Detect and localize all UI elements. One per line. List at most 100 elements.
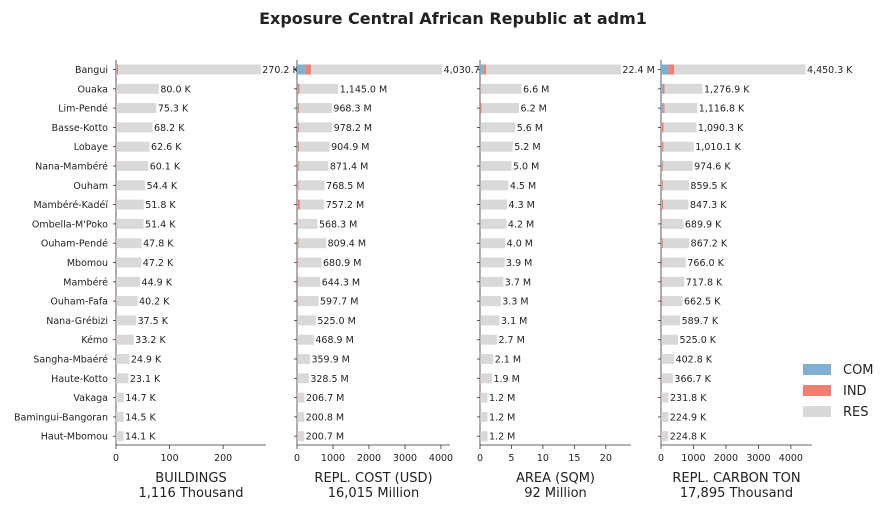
bar-res (480, 276, 504, 287)
x-tick-label: 3000 (393, 453, 417, 464)
category-label: Ouaka (78, 84, 108, 95)
value-label: 5.2 M (514, 142, 540, 153)
bar-res (664, 103, 698, 114)
x-tick-label: 2000 (714, 453, 738, 464)
category-label: Nana-Grébizi (46, 316, 108, 327)
value-label: 231.8 K (670, 393, 707, 404)
bar-res (481, 83, 522, 94)
bar-ind (661, 238, 663, 249)
bar-com (661, 122, 662, 133)
value-label: 47.2 K (143, 258, 174, 269)
value-label: 68.2 K (154, 123, 185, 134)
value-label: 525.0 K (680, 335, 717, 346)
legend-label-ind: IND (843, 384, 867, 399)
bar-ind (297, 103, 299, 114)
value-label: 847.3 K (690, 200, 727, 211)
bar-ind (297, 141, 299, 152)
category-label: Mambéré (63, 277, 108, 288)
bar-ind (297, 296, 299, 307)
bar-res (480, 199, 508, 210)
bar-res (116, 83, 159, 94)
category-label: Mambéré-Kadéï (33, 200, 108, 211)
value-label: 525.0 M (317, 316, 355, 327)
bar-res (661, 334, 679, 345)
x-axis-label: REPL. CARBON TON (672, 471, 800, 486)
category-label: Mbomou (67, 258, 108, 269)
value-label: 978.2 M (334, 123, 372, 134)
x-tick-label: 0 (658, 453, 664, 464)
bar-com (297, 122, 298, 133)
bar-com (297, 83, 299, 94)
x-tick-label: 0 (294, 453, 300, 464)
value-label: 37.5 K (138, 316, 169, 327)
value-label: 3.7 M (505, 277, 531, 288)
bar-res (116, 103, 157, 114)
bar-com (661, 103, 664, 114)
bar-res (480, 257, 505, 268)
value-label: 6.2 M (521, 104, 547, 115)
bar-com (480, 64, 484, 75)
bar-res (116, 141, 150, 152)
bar-com (661, 161, 662, 171)
bar-res (480, 334, 497, 345)
value-label: 5.0 M (513, 162, 539, 173)
bar-res (116, 276, 141, 287)
value-label: 766.0 K (687, 258, 724, 269)
category-label: Bangui (75, 65, 108, 76)
bar-ind (480, 103, 482, 114)
legend-label-com: COM (843, 363, 874, 378)
bar-res (661, 392, 669, 403)
value-label: 809.4 M (328, 239, 366, 250)
category-label: Ombella-M'Poko (32, 219, 108, 230)
value-label: 206.7 M (306, 393, 344, 404)
value-label: 717.8 K (686, 277, 723, 288)
value-label: 3.9 M (506, 258, 532, 269)
bar-res (662, 238, 690, 249)
bar-res (480, 431, 488, 442)
value-label: 6.6 M (523, 84, 549, 95)
bar-res (116, 218, 144, 229)
category-label: Bamingui-Bangoran (14, 412, 108, 423)
bar-res (662, 276, 685, 287)
value-label: 200.8 M (306, 412, 344, 423)
bar-res (297, 373, 309, 384)
bar-ind (483, 64, 487, 75)
panel-4: 0 1000 2000 3000 4000 REPL. CARBON TON17,895 … (658, 60, 853, 501)
bar-res (662, 161, 693, 171)
bar-ind (298, 83, 300, 94)
value-label: 768.5 M (326, 181, 364, 192)
value-label: 402.8 K (676, 355, 713, 366)
value-label: 867.2 K (691, 239, 728, 250)
bar-res (116, 257, 142, 268)
value-label: 1.2 M (489, 432, 515, 443)
bar-res (311, 64, 443, 75)
value-label: 5.6 M (517, 123, 543, 134)
x-tick-label: 2000 (357, 453, 381, 464)
bar-res (480, 354, 494, 364)
value-label: 968.3 M (333, 104, 371, 115)
value-label: 44.9 K (142, 277, 173, 288)
bar-res (116, 296, 138, 307)
bar-com (297, 199, 298, 210)
bar-res (116, 373, 129, 384)
bar-ind (297, 276, 299, 287)
category-label: Basse-Kotto (52, 123, 109, 134)
value-label: 468.9 M (315, 335, 353, 346)
value-label: 1,276.9 K (704, 84, 750, 95)
bar-ind (297, 257, 299, 268)
category-label: Ouham (73, 181, 108, 192)
value-label: 589.7 K (682, 316, 719, 327)
value-label: 1,090.3 K (698, 123, 744, 134)
value-label: 4.3 M (509, 200, 535, 211)
value-label: 974.6 K (694, 162, 731, 173)
bar-com (297, 180, 298, 191)
bar-ind (661, 122, 664, 133)
value-label: 23.1 K (130, 374, 161, 385)
value-label: 597.7 M (320, 297, 358, 308)
value-label: 51.4 K (145, 219, 176, 230)
value-label: 662.5 K (684, 297, 721, 308)
bar-res (480, 296, 501, 307)
value-label: 270.2 K (262, 65, 299, 76)
value-label: 680.9 M (323, 258, 361, 269)
category-label: Lobaye (74, 142, 108, 153)
